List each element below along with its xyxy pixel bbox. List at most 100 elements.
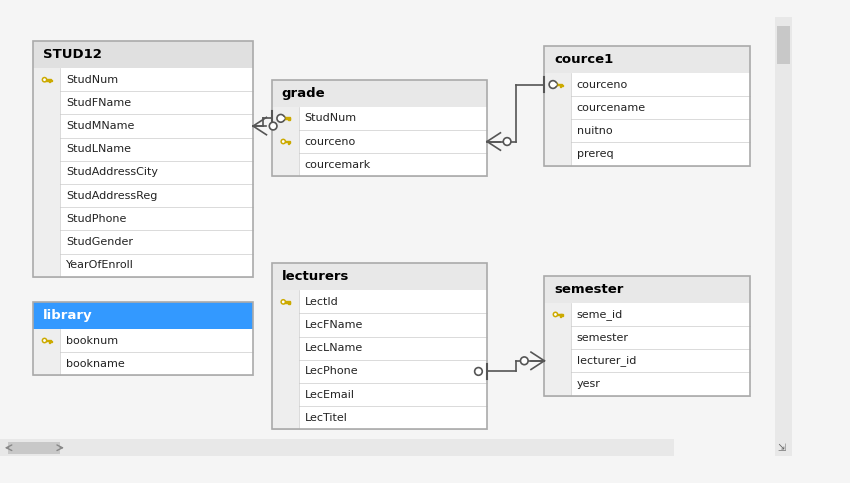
Circle shape (42, 338, 48, 343)
Bar (33, 302, 253, 329)
Bar (0, 439, 674, 456)
Bar (272, 337, 487, 360)
Bar (544, 119, 571, 142)
Text: StudFName: StudFName (66, 98, 131, 108)
Circle shape (43, 78, 46, 81)
Bar (544, 142, 750, 166)
Circle shape (43, 339, 46, 342)
Circle shape (520, 357, 528, 365)
Bar (33, 254, 60, 277)
Text: StudNum: StudNum (66, 75, 118, 85)
Circle shape (280, 299, 286, 305)
Bar (33, 184, 60, 207)
Text: LectId: LectId (304, 297, 338, 307)
Circle shape (282, 117, 285, 120)
Bar (33, 329, 253, 352)
Text: StudPhone: StudPhone (66, 214, 127, 224)
Circle shape (280, 139, 286, 144)
Bar (544, 119, 750, 142)
Circle shape (554, 83, 557, 86)
Bar (33, 68, 60, 91)
Bar (289, 118, 291, 120)
Text: lecturer_id: lecturer_id (577, 355, 636, 366)
Text: grade: grade (281, 87, 326, 99)
Bar (272, 290, 487, 313)
Bar (33, 302, 253, 375)
Bar (283, 117, 290, 119)
Text: nuitno: nuitno (577, 126, 613, 136)
Bar (555, 84, 563, 85)
Text: LecPhone: LecPhone (304, 367, 358, 376)
Text: LecTitel: LecTitel (304, 413, 348, 423)
Bar (544, 349, 750, 372)
Bar (775, 17, 792, 439)
Bar (272, 263, 487, 429)
Bar (272, 80, 487, 107)
Text: bookname: bookname (66, 359, 125, 369)
Bar (287, 118, 289, 120)
Bar (289, 142, 291, 143)
Bar (544, 349, 571, 372)
Bar (287, 302, 289, 304)
Text: yesr: yesr (577, 379, 601, 389)
Bar (544, 276, 750, 303)
Bar (272, 80, 487, 176)
Bar (272, 130, 487, 153)
Text: YearOfEnroll: YearOfEnroll (66, 260, 133, 270)
Text: booknum: booknum (66, 336, 118, 345)
Bar (560, 85, 561, 86)
Circle shape (474, 368, 482, 375)
Bar (544, 326, 571, 349)
Bar (544, 46, 750, 166)
Bar (272, 107, 299, 130)
Circle shape (282, 300, 285, 303)
Text: LecFName: LecFName (304, 320, 363, 330)
Bar (272, 290, 299, 313)
Bar (272, 406, 299, 429)
Bar (544, 96, 571, 119)
Bar (49, 341, 50, 342)
Bar (544, 372, 750, 396)
Bar (289, 302, 291, 304)
Bar (49, 80, 50, 82)
Bar (33, 41, 253, 68)
Circle shape (269, 122, 277, 130)
Text: courceno: courceno (577, 80, 628, 89)
Bar (272, 313, 487, 337)
Bar (544, 276, 750, 396)
Bar (272, 406, 487, 429)
Circle shape (277, 114, 285, 122)
Text: semester: semester (577, 333, 629, 342)
Bar (272, 383, 487, 406)
Text: seme_id: seme_id (577, 309, 623, 320)
Bar (33, 114, 253, 138)
Text: courcename: courcename (577, 103, 646, 113)
Bar (33, 254, 253, 277)
Bar (272, 383, 299, 406)
Circle shape (282, 140, 285, 143)
Text: LecLName: LecLName (304, 343, 363, 353)
Circle shape (552, 82, 558, 87)
Bar (33, 138, 60, 161)
Text: cource1: cource1 (554, 53, 613, 66)
Bar (544, 303, 571, 326)
Bar (555, 313, 563, 315)
Text: StudNum: StudNum (304, 114, 357, 123)
Bar (33, 184, 253, 207)
Bar (33, 161, 60, 184)
Bar (544, 326, 750, 349)
Bar (33, 68, 253, 91)
Bar (50, 341, 52, 342)
Circle shape (280, 115, 286, 121)
Bar (272, 130, 299, 153)
Text: courcemark: courcemark (304, 160, 371, 170)
Text: lecturers: lecturers (281, 270, 349, 283)
Bar (8, 442, 60, 454)
Circle shape (549, 81, 557, 88)
Text: StudMName: StudMName (66, 121, 134, 131)
Text: StudLName: StudLName (66, 144, 131, 154)
Bar (287, 142, 289, 143)
Text: STUD12: STUD12 (43, 48, 102, 61)
Bar (33, 41, 253, 277)
Bar (272, 153, 299, 176)
